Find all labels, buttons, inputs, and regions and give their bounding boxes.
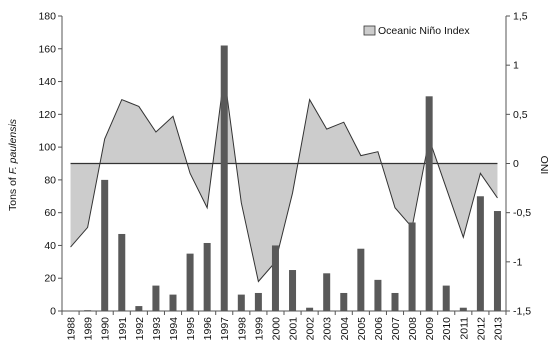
legend-label: Oceanic Niño Index [378,25,470,37]
right-tick-label: 1 [513,60,519,72]
bar-2012 [476,196,484,311]
left-tick-label: 180 [38,11,56,23]
x-tick-label: 2013 [492,317,504,341]
x-tick-label: 1996 [202,317,214,341]
bar-2002 [306,307,314,311]
x-axis-tick-labels: 1988 1989 1990 1991 1992 1993 1994 1995 1996 1997… [61,311,507,341]
left-tick-label: 60 [44,207,56,219]
x-tick-label: 2007 [390,317,402,341]
x-tick-label: 2012 [475,317,487,341]
bar-1997 [220,45,228,311]
left-tick-label: 160 [38,43,56,55]
oni-series [70,74,498,283]
x-tick-label: 1994 [168,317,180,341]
bar-2007 [391,292,399,311]
legend-swatch [363,25,376,36]
x-tick-label: 2005 [356,317,368,341]
x-tick-label: 1992 [134,317,146,341]
left-tick-label: 40 [44,240,56,252]
x-tick-label: 2010 [441,317,453,341]
x-tick-label: 2001 [288,317,300,341]
right-tick-label: -1,5 [513,306,531,318]
bar-2001 [289,270,297,311]
y-axis-left-title: Tons of F. paulensis [7,118,19,211]
bar-1990 [101,179,109,311]
x-tick-label: 1998 [236,317,248,341]
bar-2009 [425,96,433,311]
left-tick-label: 20 [44,273,56,285]
bar-2006 [374,279,382,311]
bar-1992 [135,306,143,311]
x-tick-label: 2009 [424,317,436,341]
x-tick-label: 2000 [270,317,282,341]
legend: Oceanic Niño Index [363,25,470,37]
bar-2005 [357,248,365,311]
x-tick-label: 2011 [458,317,470,340]
x-tick-label: 1990 [100,317,112,341]
x-tick-label: 1995 [185,317,197,341]
bar-1996 [203,242,211,311]
bar-2011 [459,307,467,311]
bar-1993 [152,285,160,311]
left-axis-tick-labels: 0 20 40 60 80 100 120 140 160 180 [38,11,62,318]
x-tick-label: 2008 [407,317,419,341]
x-tick-label: 1993 [151,317,163,341]
left-tick-label: 0 [50,306,56,318]
left-tick-label: 80 [44,174,56,186]
left-tick-label: 120 [38,109,56,121]
x-tick-label: 2006 [373,317,385,341]
bar-2003 [323,273,331,311]
right-axis-tick-labels: -1,5 -1 -0,5 0 0,5 1 1,5 [506,11,531,318]
bar-2008 [408,222,416,311]
x-tick-label: 1991 [117,317,129,341]
bar-2010 [442,285,450,311]
x-tick-label: 1999 [253,317,265,341]
right-tick-label: 1,5 [513,11,528,23]
left-tick-label: 140 [38,76,56,88]
bar-1999 [254,292,262,311]
x-tick-label: 1997 [219,317,231,341]
bar-1994 [169,294,177,311]
bar-1998 [237,294,245,311]
right-tick-label: 0,5 [513,109,528,121]
x-tick-label: 1988 [66,317,78,341]
left-tick-label: 100 [38,142,56,154]
right-tick-label: 0 [513,158,519,170]
x-tick-label: 2004 [339,317,351,341]
x-tick-label: 2003 [322,317,334,341]
x-tick-label: 1989 [83,317,95,341]
right-tick-label: -1 [513,256,522,268]
bar-2013 [493,211,501,311]
y-axis-left-title-prefix: Tons of [7,174,19,211]
bar-1995 [186,253,194,311]
right-tick-label: -0,5 [513,207,531,219]
bar-2004 [340,292,348,311]
y-axis-right-title: ONI [538,156,549,175]
tonnage-bars [84,45,501,311]
oni-area-fill [70,75,498,282]
x-tick-label: 2002 [305,317,317,341]
y-axis-left-title-species: F. paulensis [7,118,19,174]
bar-2000 [271,245,279,311]
bar-1991 [118,233,126,311]
